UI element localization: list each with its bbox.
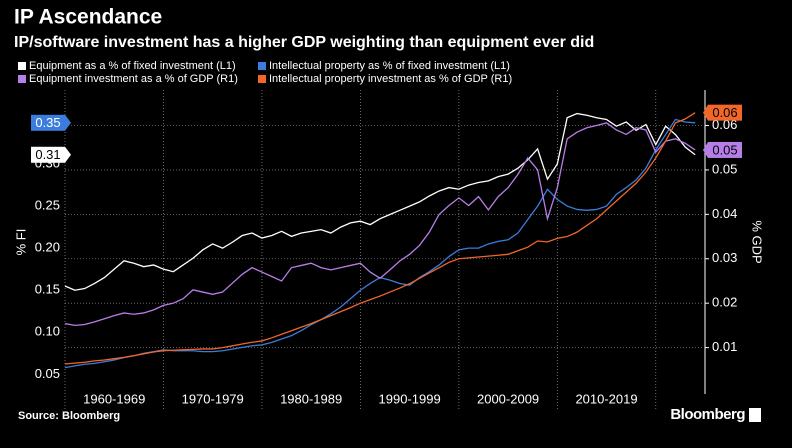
x-tick-label: 2010-2019 — [575, 391, 637, 406]
legend-swatch — [18, 62, 26, 70]
x-tick-label: 2000-2009 — [477, 391, 539, 406]
y2-tick-label: 0.04 — [712, 206, 737, 221]
y-tick-label: 0.20 — [35, 240, 60, 255]
end-tag-label: 0.06 — [712, 105, 737, 120]
source: Source: Bloomberg — [18, 410, 120, 422]
brand: Bloomberg — [670, 406, 745, 423]
y2-tick-label: 0.01 — [712, 339, 737, 354]
y2-tick-label: 0.05 — [712, 161, 737, 176]
chart-title: IP Ascendance — [14, 6, 162, 29]
y2-axis-label: % GDP — [750, 220, 765, 263]
y-tick-label: 0.15 — [35, 282, 60, 297]
end-tag-arrow — [65, 146, 71, 163]
legend-label: Intellectual property investment as % of… — [269, 73, 512, 85]
series-line — [64, 122, 696, 327]
brand-icon — [749, 408, 761, 422]
end-tag — [31, 114, 65, 131]
legend-label: Intellectual property as % of fixed inve… — [269, 60, 510, 72]
x-tick-label: 1990-1999 — [379, 391, 441, 406]
x-tick-label: 1970-1979 — [182, 391, 244, 406]
y-tick-label: 0.25 — [35, 198, 60, 213]
legend-label: Equipment investment as a % of GDP (R1) — [29, 73, 238, 85]
end-tag — [708, 141, 742, 158]
legend-swatch — [258, 62, 266, 70]
series-line — [64, 112, 696, 291]
x-tick-label: 1960-1969 — [83, 391, 145, 406]
y-tick-label: 0.10 — [35, 324, 60, 339]
legend-swatch — [18, 75, 26, 83]
series-line — [64, 112, 696, 365]
y2-tick-label: 0.06 — [712, 117, 737, 132]
end-tag-label: 0.05 — [712, 142, 737, 157]
y2-tick-label: 0.02 — [712, 295, 737, 310]
end-tag-arrow — [703, 104, 708, 121]
end-tag-label: 0.35 — [35, 115, 60, 130]
legend-label: Equipment as a % of fixed investment (L1… — [29, 60, 236, 72]
end-tag-arrow — [65, 114, 71, 131]
legend-swatch — [258, 75, 266, 83]
x-tick-label: 1980-1989 — [280, 391, 342, 406]
y-axis-label: % FI — [13, 229, 28, 256]
chart-subtitle: IP/software investment has a higher GDP … — [14, 34, 594, 51]
series-line — [64, 118, 696, 369]
end-tag — [31, 146, 65, 163]
y2-tick-label: 0.03 — [712, 250, 737, 265]
y-tick-label: 0.05 — [35, 366, 60, 381]
end-tag-label: 0.31 — [35, 147, 60, 162]
end-tag — [708, 104, 742, 121]
end-tag-arrow — [703, 141, 708, 158]
